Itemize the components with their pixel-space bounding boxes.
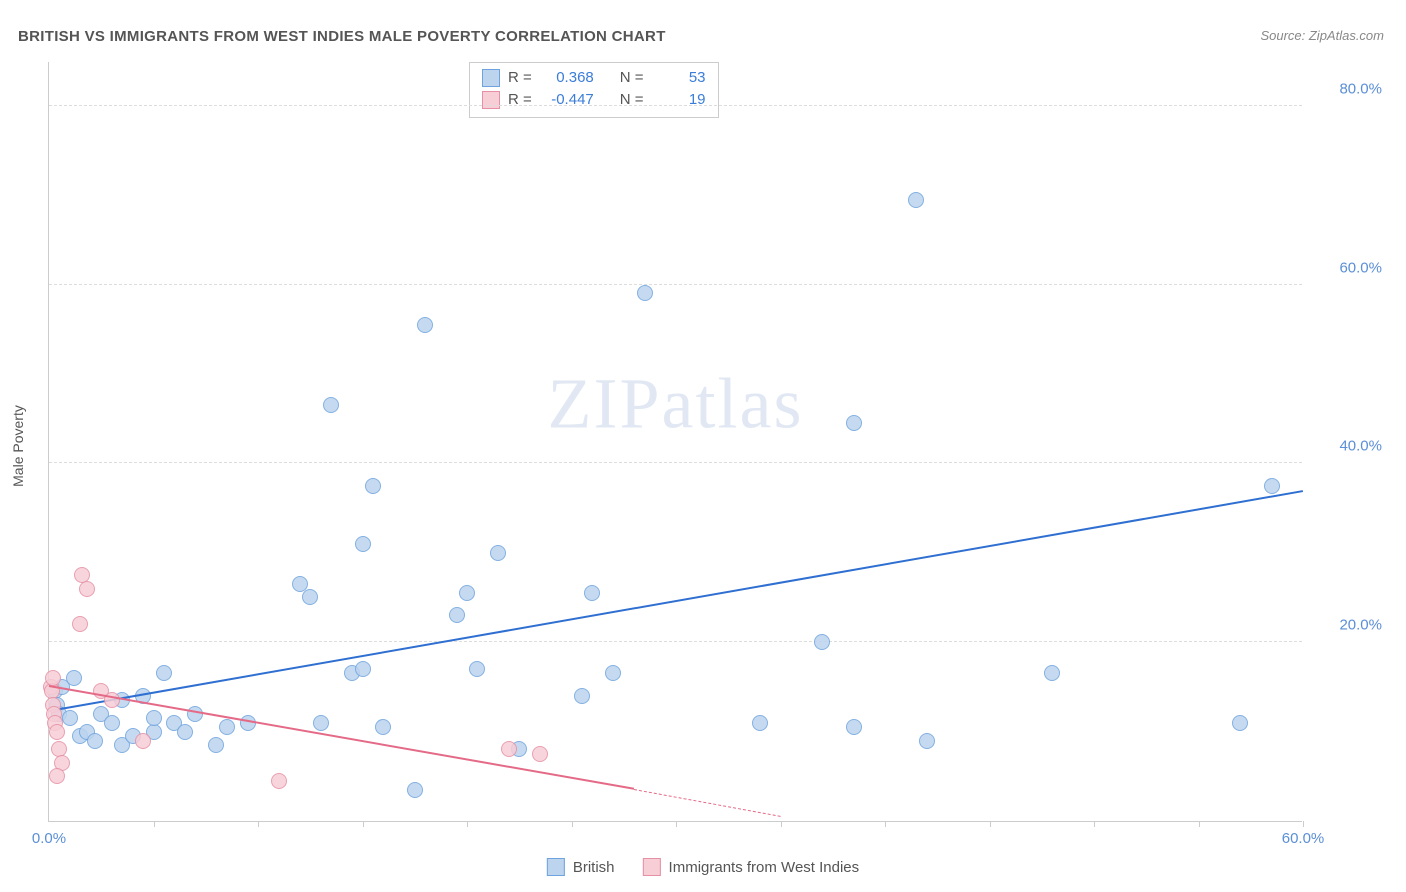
legend-swatch	[643, 858, 661, 876]
data-point	[302, 589, 318, 605]
data-point	[605, 665, 621, 681]
n-value: 53	[652, 67, 706, 89]
data-point	[1232, 715, 1248, 731]
data-point	[240, 715, 256, 731]
legend-label: Immigrants from West Indies	[669, 859, 860, 876]
data-point	[62, 710, 78, 726]
data-point	[919, 733, 935, 749]
data-point	[104, 715, 120, 731]
data-point	[72, 616, 88, 632]
data-point	[584, 585, 600, 601]
gridline	[49, 284, 1302, 285]
x-tick	[1303, 821, 1304, 827]
r-label: R =	[508, 67, 532, 89]
data-point	[156, 665, 172, 681]
legend-swatch	[482, 69, 500, 87]
trend-line	[49, 490, 1303, 712]
y-tick-label: 60.0%	[1312, 259, 1382, 276]
scatter-plot-area: ZIPatlas R =0.368N =53R =-0.447N =19 20.…	[48, 62, 1302, 822]
source-prefix: Source:	[1260, 28, 1308, 43]
data-point	[574, 688, 590, 704]
n-label: N =	[620, 89, 644, 111]
x-tick	[258, 821, 259, 827]
data-point	[752, 715, 768, 731]
stats-legend-row: R = -0.447 N = 19	[482, 89, 706, 111]
x-tick	[676, 821, 677, 827]
legend-swatch	[547, 858, 565, 876]
data-point	[323, 397, 339, 413]
data-point	[490, 545, 506, 561]
data-point	[908, 192, 924, 208]
r-value: 0.368	[540, 67, 594, 89]
legend-item: British	[547, 858, 615, 876]
correlation-stats-legend: R = 0.368 N = 53 R = -0.447 N = 19	[469, 62, 719, 118]
data-point	[49, 724, 65, 740]
data-point	[469, 661, 485, 677]
data-point	[459, 585, 475, 601]
source-name: ZipAtlas.com	[1309, 28, 1384, 43]
chart-title: BRITISH VS IMMIGRANTS FROM WEST INDIES M…	[18, 28, 666, 45]
y-tick-label: 20.0%	[1312, 617, 1382, 634]
stats-legend-row: R = 0.368 N = 53	[482, 67, 706, 89]
data-point	[365, 478, 381, 494]
series-legend: British Immigrants from West Indies	[547, 858, 859, 876]
data-point	[407, 782, 423, 798]
x-tick	[990, 821, 991, 827]
legend-item: Immigrants from West Indies	[643, 858, 860, 876]
source-attribution: Source: ZipAtlas.com	[1260, 28, 1384, 43]
data-point	[135, 733, 151, 749]
x-tick	[572, 821, 573, 827]
data-point	[846, 719, 862, 735]
gridline	[49, 641, 1302, 642]
data-point	[355, 536, 371, 552]
gridline	[49, 105, 1302, 106]
x-tick	[885, 821, 886, 827]
gridline	[49, 462, 1302, 463]
data-point	[219, 719, 235, 735]
data-point	[355, 661, 371, 677]
data-point	[417, 317, 433, 333]
trend-line	[634, 789, 780, 817]
watermark-text: ZIPatlas	[548, 362, 804, 445]
n-label: N =	[620, 67, 644, 89]
y-tick-label: 40.0%	[1312, 438, 1382, 455]
data-point	[637, 285, 653, 301]
x-tick	[363, 821, 364, 827]
x-tick-label: 60.0%	[1282, 830, 1325, 847]
legend-label: British	[573, 859, 615, 876]
data-point	[187, 706, 203, 722]
data-point	[45, 670, 61, 686]
y-tick-label: 80.0%	[1312, 80, 1382, 97]
x-tick	[781, 821, 782, 827]
data-point	[532, 746, 548, 762]
data-point	[313, 715, 329, 731]
y-axis-label: Male Poverty	[10, 405, 26, 487]
data-point	[271, 773, 287, 789]
r-label: R =	[508, 89, 532, 111]
data-point	[146, 710, 162, 726]
r-value: -0.447	[540, 89, 594, 111]
data-point	[87, 733, 103, 749]
data-point	[177, 724, 193, 740]
x-tick-label: 0.0%	[32, 830, 66, 847]
data-point	[846, 415, 862, 431]
data-point	[375, 719, 391, 735]
x-tick	[467, 821, 468, 827]
data-point	[66, 670, 82, 686]
data-point	[1264, 478, 1280, 494]
data-point	[1044, 665, 1060, 681]
n-value: 19	[652, 89, 706, 111]
data-point	[814, 634, 830, 650]
data-point	[79, 581, 95, 597]
x-tick	[154, 821, 155, 827]
legend-swatch	[482, 91, 500, 109]
data-point	[501, 741, 517, 757]
data-point	[449, 607, 465, 623]
x-tick	[1094, 821, 1095, 827]
x-tick	[1199, 821, 1200, 827]
data-point	[49, 768, 65, 784]
data-point	[208, 737, 224, 753]
